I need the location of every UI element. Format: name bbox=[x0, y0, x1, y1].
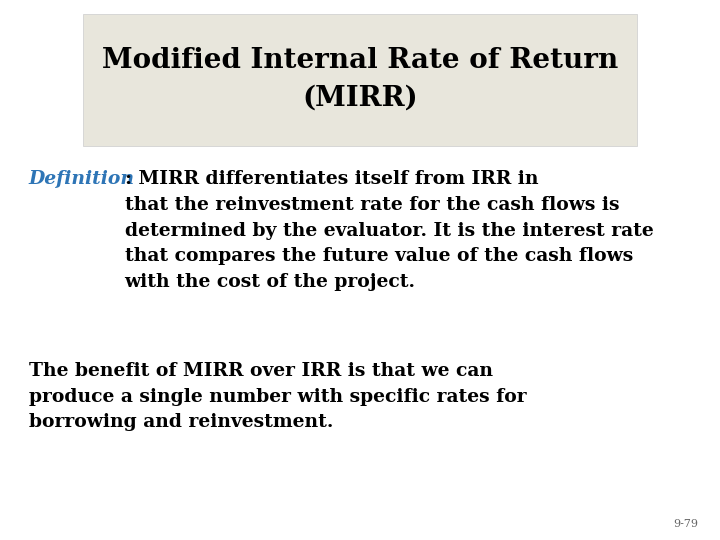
Text: 9-79: 9-79 bbox=[673, 519, 698, 529]
Text: Modified Internal Rate of Return
(MIRR): Modified Internal Rate of Return (MIRR) bbox=[102, 48, 618, 112]
Text: Definition: Definition bbox=[29, 170, 135, 188]
Text: The benefit of MIRR over IRR is that we can
produce a single number with specifi: The benefit of MIRR over IRR is that we … bbox=[29, 362, 526, 431]
FancyBboxPatch shape bbox=[83, 14, 637, 146]
Text: : MIRR differentiates itself from IRR in
that the reinvestment rate for the cash: : MIRR differentiates itself from IRR in… bbox=[125, 170, 653, 291]
